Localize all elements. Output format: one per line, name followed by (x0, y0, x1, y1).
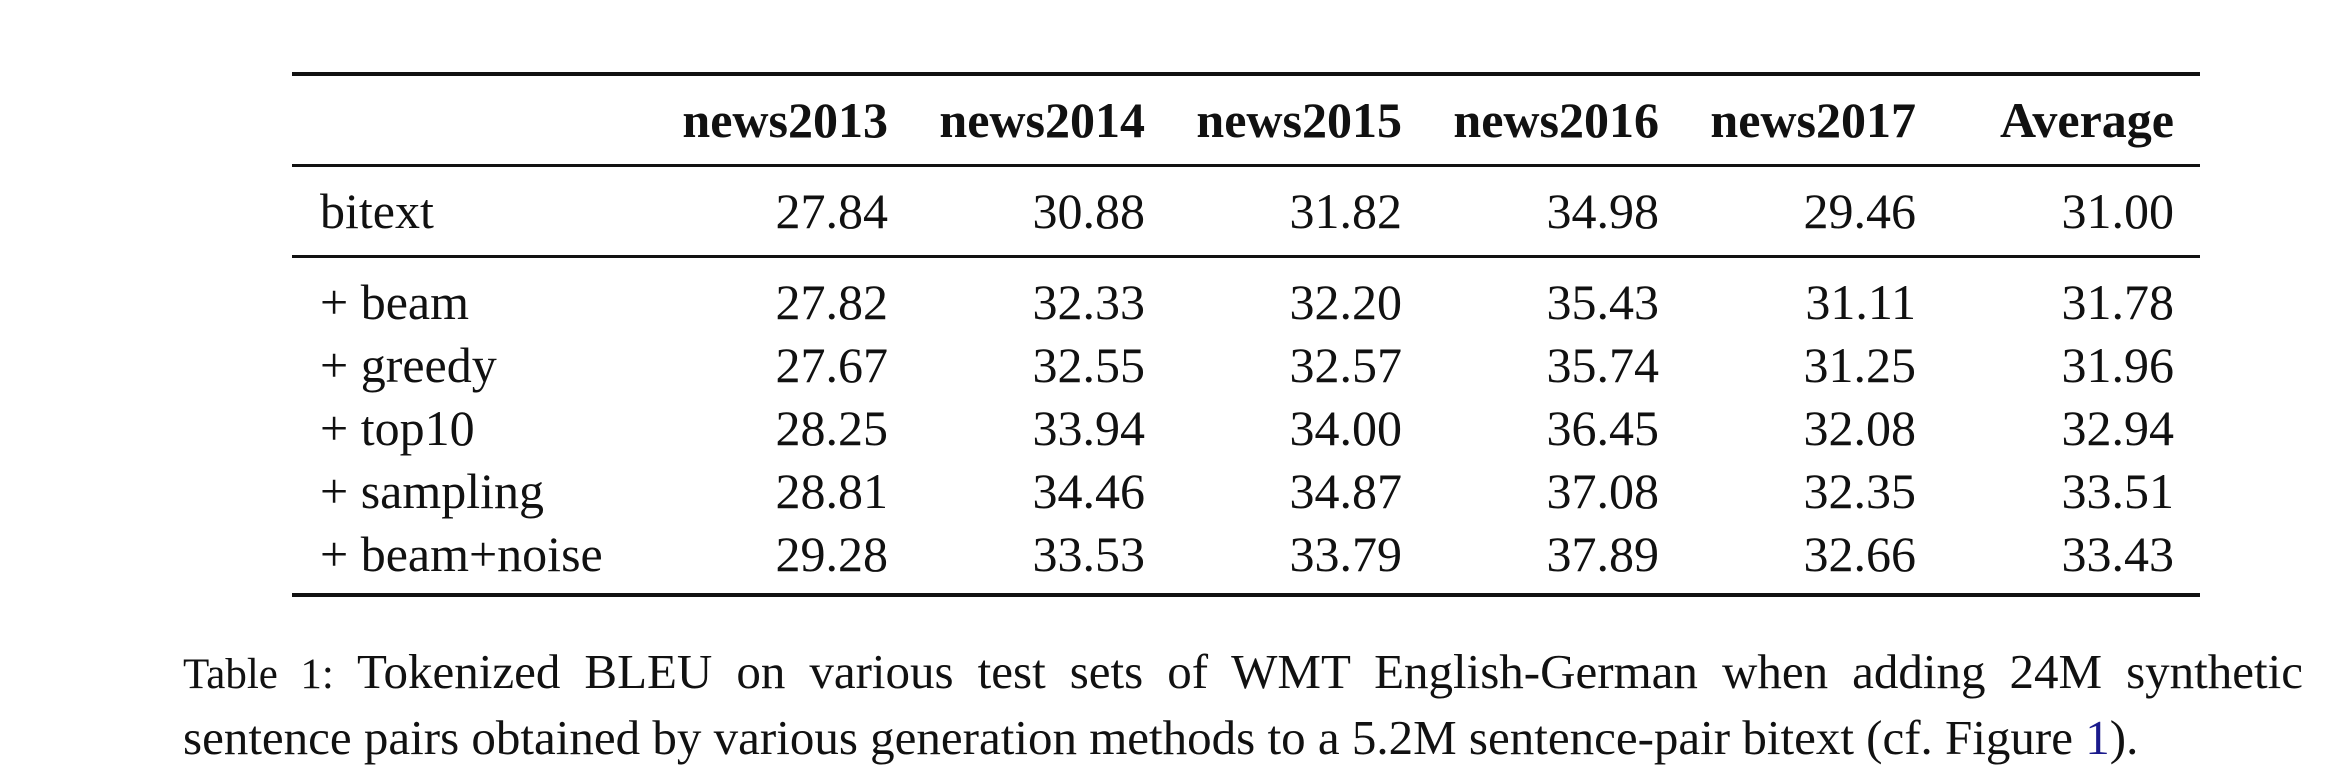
table-cell: 28.81 (775, 462, 889, 519)
table-cell: 32.33 (1032, 273, 1146, 330)
table-cell: 35.43 (1546, 273, 1660, 330)
table-row-bitext: bitext 27.84 30.88 31.82 34.98 29.46 31.… (292, 166, 2200, 257)
table-row-top10: + top10 28.25 33.94 34.00 36.45 32.08 32… (292, 396, 2200, 459)
table-row-beam: + beam 27.82 32.33 32.20 35.43 31.11 31.… (292, 257, 2200, 334)
table-cell: 37.08 (1546, 462, 1660, 519)
caption-tag: Table 1: (183, 651, 334, 698)
table-cell: 29.46 (1803, 183, 1917, 239)
row-label: + beam+noise (320, 525, 603, 582)
table-cell: 34.87 (1289, 462, 1403, 519)
table-cell: 33.94 (1032, 399, 1146, 456)
table-cell: 31.25 (1803, 336, 1917, 393)
table-header-row: news2013 news2014 news2015 news2016 news… (292, 74, 2200, 166)
header-cell-empty (292, 74, 657, 166)
table-row-beam-noise: + beam+noise 29.28 33.53 33.79 37.89 32.… (292, 522, 2200, 595)
table-cell: 34.98 (1546, 183, 1660, 239)
row-label: + greedy (320, 336, 497, 393)
table-cell: 32.35 (1803, 462, 1917, 519)
caption-text: Tokenized BLEU on various test sets of W… (183, 644, 2303, 765)
table-row-sampling: + sampling 28.81 34.46 34.87 37.08 32.35… (292, 459, 2200, 522)
header-cell-news2014: news2014 (939, 92, 1145, 148)
table-cell: 27.82 (775, 273, 889, 330)
header-cell-news2017: news2017 (1710, 92, 1916, 148)
table-cell: 36.45 (1546, 399, 1660, 456)
table-cell: 33.51 (2061, 462, 2175, 519)
figure-reference-link[interactable]: 1 (2085, 710, 2110, 765)
caption-text-end: ). (2109, 710, 2139, 765)
table-cell: 32.55 (1032, 336, 1146, 393)
table-cell: 32.66 (1803, 525, 1917, 582)
table-cell: 27.67 (775, 336, 889, 393)
table-cell: 31.78 (2061, 273, 2175, 330)
table-cell: 34.00 (1289, 399, 1403, 456)
table-cell: 28.25 (775, 399, 889, 456)
row-label: + top10 (320, 399, 475, 456)
table-cell: 31.82 (1289, 183, 1403, 239)
header-cell-average: Average (2000, 92, 2174, 148)
results-table-container: news2013 news2014 news2015 news2016 news… (292, 72, 2200, 597)
bleu-results-table: news2013 news2014 news2015 news2016 news… (292, 72, 2200, 597)
row-label: + beam (320, 273, 469, 330)
table-cell: 34.46 (1032, 462, 1146, 519)
table-cell: 31.96 (2061, 336, 2175, 393)
table-cell: 37.89 (1546, 525, 1660, 582)
row-label: + sampling (320, 462, 545, 519)
table-cell: 32.20 (1289, 273, 1403, 330)
table-cell: 29.28 (775, 525, 889, 582)
table-cell: 27.84 (775, 183, 889, 239)
table-cell: 31.00 (2061, 183, 2175, 239)
row-label: bitext (320, 183, 434, 239)
table-cell: 31.11 (1805, 273, 1916, 330)
table-cell: 33.43 (2061, 525, 2175, 582)
table-cell: 33.79 (1289, 525, 1403, 582)
header-cell-news2013: news2013 (682, 92, 888, 148)
table-cell: 32.94 (2061, 399, 2175, 456)
table-cell: 33.53 (1032, 525, 1146, 582)
table-row-greedy: + greedy 27.67 32.55 32.57 35.74 31.25 3… (292, 333, 2200, 396)
header-cell-news2016: news2016 (1453, 92, 1659, 148)
table-caption: Table 1: Tokenized BLEU on various test … (183, 640, 2303, 769)
header-cell-news2015: news2015 (1196, 92, 1402, 148)
table-cell: 35.74 (1546, 336, 1660, 393)
table-cell: 32.08 (1803, 399, 1917, 456)
table-cell: 32.57 (1289, 336, 1403, 393)
table-cell: 30.88 (1032, 183, 1146, 239)
